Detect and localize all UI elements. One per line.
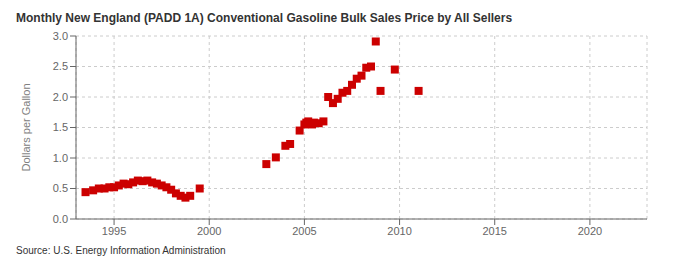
svg-text:2.5: 2.5 <box>53 60 68 72</box>
svg-text:2015: 2015 <box>482 225 506 237</box>
html-text:Source: U.S. Energy Informatio: Source: U.S. Energy Information Administ… <box>16 245 226 256</box>
svg-text:Dollars per Gallon: Dollars per Gallon <box>20 83 32 171</box>
svg-text:2010: 2010 <box>387 225 411 237</box>
svg-text:3.0: 3.0 <box>53 30 68 42</box>
svg-text:1.5: 1.5 <box>53 121 68 133</box>
svg-text:1995: 1995 <box>102 225 126 237</box>
svg-text:0.0: 0.0 <box>53 213 68 225</box>
svg-text:2020: 2020 <box>578 225 602 237</box>
svg-text:2005: 2005 <box>292 225 316 237</box>
html-text:Monthly New England (PADD 1A): Monthly New England (PADD 1A) Convention… <box>16 11 513 25</box>
svg-text:2000: 2000 <box>197 225 221 237</box>
svg-text:1.0: 1.0 <box>53 152 68 164</box>
svg-text:0.5: 0.5 <box>53 182 68 194</box>
svg-text:2.0: 2.0 <box>53 91 68 103</box>
